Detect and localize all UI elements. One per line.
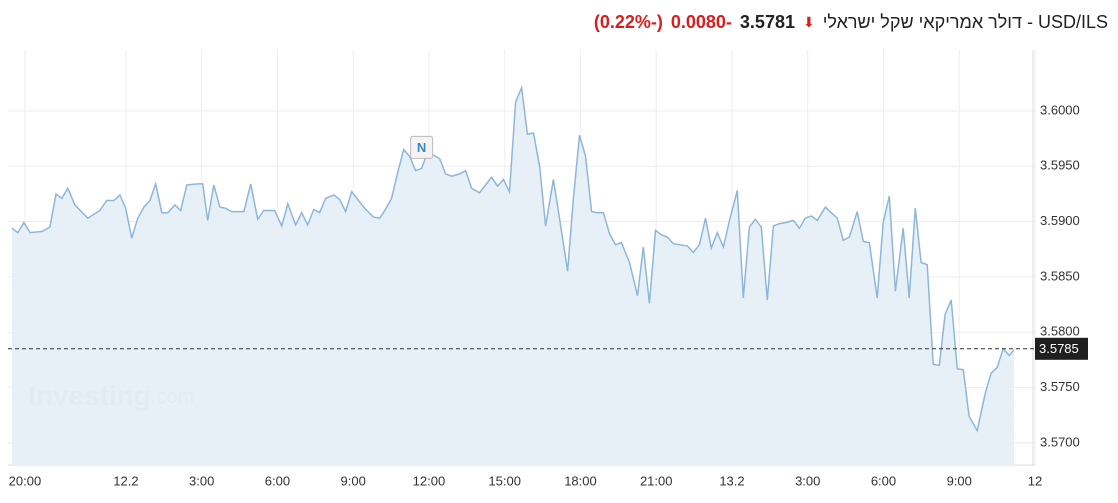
price-label-box <box>1035 337 1088 360</box>
x-tick-label: 12.2 <box>113 473 138 488</box>
x-tick-label: 6:00 <box>265 473 290 488</box>
y-tick-label: 3.6000 <box>1040 102 1080 117</box>
x-tick-label: 21:00 <box>640 473 673 488</box>
instrument-title: USD/ILS - דולר אמריקאי שקל ישראלי <box>822 11 1108 32</box>
x-tick-label: 13.2 <box>719 473 744 488</box>
down-arrow: ⬇ <box>802 13 815 30</box>
price: 3.5781 <box>739 11 795 32</box>
area <box>12 87 1015 465</box>
y-tick-label: 3.5950 <box>1040 158 1080 173</box>
x-tick-label: 12 <box>1028 473 1042 488</box>
y-tick-label: 3.5750 <box>1040 379 1080 394</box>
x-tick-label: 18:00 <box>564 473 597 488</box>
y-tick-label: 3.5700 <box>1040 434 1080 449</box>
x-tick-label: 12:00 <box>413 473 446 488</box>
change: -0.0080 <box>670 11 732 32</box>
annotation-label: N <box>417 140 426 155</box>
x-tick-label: 3:00 <box>189 473 214 488</box>
x-tick-label: 6:00 <box>871 473 896 488</box>
x-tick-label: 9:00 <box>947 473 972 488</box>
annotation-box <box>410 135 434 159</box>
x-tick-label: 20:00 <box>9 473 42 488</box>
x-tick-label: 9:00 <box>341 473 366 488</box>
header: USD/ILS - דולר אמריקאי שקל ישראלי ⬇ 3.57… <box>594 8 1108 36</box>
line <box>11 84 1015 433</box>
x-tick-label: 15:00 <box>488 473 521 488</box>
y-tick-label: 3.5850 <box>1040 268 1080 283</box>
change-percent: (-0.22%) <box>593 11 663 32</box>
y-tick-label: 3.5900 <box>1040 213 1080 228</box>
y-tick-label: 3.5800 <box>1040 324 1080 339</box>
x-tick-label: 3:00 <box>795 473 820 488</box>
price-label: 3.5785 <box>1039 341 1079 356</box>
